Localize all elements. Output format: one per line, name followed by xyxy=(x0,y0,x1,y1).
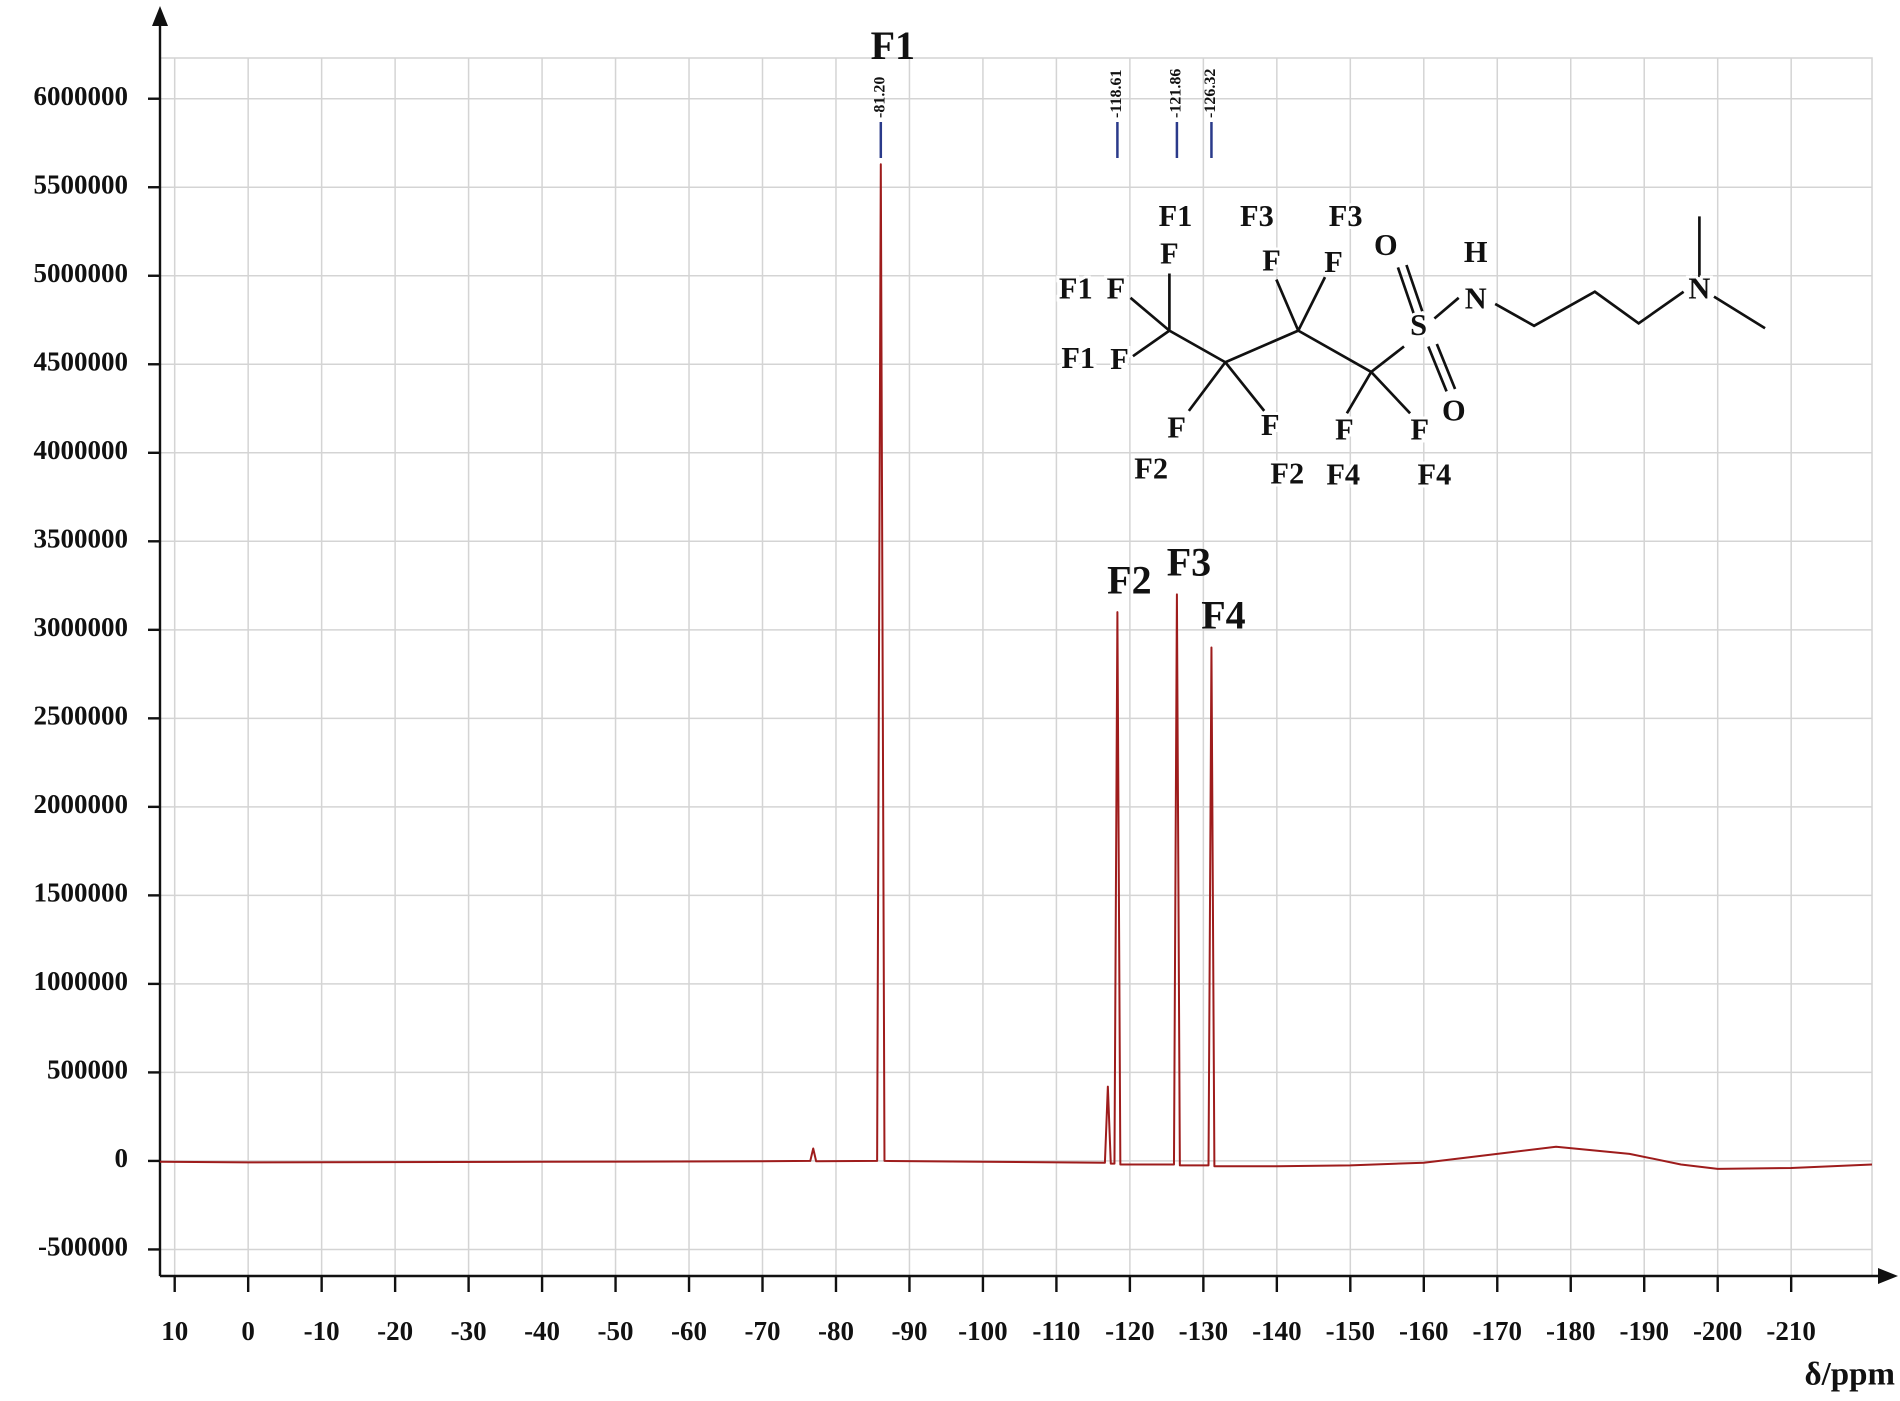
peak-shift-label: -126.32 xyxy=(1202,69,1219,118)
x-tick-label: -70 xyxy=(745,1316,781,1346)
x-tick-label: -160 xyxy=(1399,1316,1449,1346)
bonds xyxy=(1129,216,1766,415)
x-tick-label: -110 xyxy=(1032,1316,1080,1346)
atom-label: F2 xyxy=(1134,452,1168,486)
x-tick-label: 0 xyxy=(241,1316,255,1346)
y-tick-label: 6000000 xyxy=(34,81,129,111)
x-tick-label: -120 xyxy=(1105,1316,1155,1346)
peak-shift-label: -121.86 xyxy=(1168,69,1185,118)
y-tick-label: 4500000 xyxy=(34,346,129,376)
peak-annotation: F4 xyxy=(1201,593,1245,638)
x-tick-label: -80 xyxy=(818,1316,854,1346)
x-tick-label: -40 xyxy=(524,1316,560,1346)
atom-label: F1 xyxy=(1061,341,1095,375)
x-tick-label: -100 xyxy=(958,1316,1008,1346)
atom-label: F xyxy=(1110,342,1129,376)
x-tick-label: -210 xyxy=(1766,1316,1816,1346)
plot-area: -500000 0 500000 1000000 1500000 2000000 25000… xyxy=(34,6,1898,1393)
x-tick-label: -170 xyxy=(1473,1316,1523,1346)
peak-shift-label: -81.20 xyxy=(871,77,888,118)
atom-label: F3 xyxy=(1240,199,1274,233)
atom-label: O xyxy=(1442,393,1466,427)
y-tick-label: 1500000 xyxy=(34,878,129,908)
atom-label: F xyxy=(1335,413,1354,447)
x-tick-label: -90 xyxy=(891,1316,927,1346)
x-tick-label: -180 xyxy=(1546,1316,1596,1346)
y-tick-label: -500000 xyxy=(38,1232,128,1262)
atom-label: F xyxy=(1262,244,1281,278)
atom-label: S xyxy=(1410,308,1427,342)
atom-label: F4 xyxy=(1418,458,1452,492)
atom-label: F xyxy=(1167,410,1186,444)
x-tick-label: -50 xyxy=(598,1316,634,1346)
x-tick-label: -150 xyxy=(1326,1316,1376,1346)
y-tick-label: 500000 xyxy=(47,1055,128,1085)
x-tick-label: 10 xyxy=(161,1316,188,1346)
peak-annotation: F2 xyxy=(1107,557,1151,602)
spectrum-line xyxy=(159,163,1873,1170)
x-axis-arrow xyxy=(1878,1268,1898,1284)
atom-label: N xyxy=(1688,272,1710,306)
y-tick-label: 5500000 xyxy=(34,169,129,199)
y-tick-label: 3000000 xyxy=(34,612,129,642)
y-tick-label: 0 xyxy=(115,1143,129,1173)
atom-label: F2 xyxy=(1270,456,1304,490)
x-tick-label: -190 xyxy=(1619,1316,1669,1346)
atom-label: F xyxy=(1261,408,1280,442)
y-tick-label: 2500000 xyxy=(34,701,129,731)
atom-label: F4 xyxy=(1326,458,1360,492)
plot-frame xyxy=(159,57,1873,1277)
atom-label: F xyxy=(1324,245,1343,279)
atom-label: H xyxy=(1464,235,1488,269)
y-axis-arrow xyxy=(152,6,168,26)
grid xyxy=(159,57,1873,1277)
y-tick-label: 2000000 xyxy=(34,789,129,819)
y-tick-label: 5000000 xyxy=(34,258,129,288)
x-tick-label: -140 xyxy=(1252,1316,1302,1346)
atom-label: F3 xyxy=(1329,199,1363,233)
peak-annotation: F3 xyxy=(1167,540,1211,585)
x-tick-label: -130 xyxy=(1179,1316,1229,1346)
x-tick-label: -200 xyxy=(1693,1316,1743,1346)
peak-shift-label: -118.61 xyxy=(1108,70,1125,118)
x-tick-label: -30 xyxy=(451,1316,487,1346)
y-tick-label: 1000000 xyxy=(34,966,129,996)
x-tick-label: -10 xyxy=(304,1316,340,1346)
atom-label: F1 xyxy=(1159,199,1193,233)
x-tick-label: -60 xyxy=(671,1316,707,1346)
atom-label: N xyxy=(1465,281,1487,315)
x-tick-label: -20 xyxy=(377,1316,413,1346)
atom-label: F1 xyxy=(1059,272,1093,306)
y-tick-label: 4000000 xyxy=(34,435,129,465)
atom-label: F xyxy=(1411,413,1430,447)
atom-label: O xyxy=(1374,228,1398,262)
peak-annotation: F1 xyxy=(871,23,915,68)
x-axis-label: δ/ppm xyxy=(1805,1357,1896,1393)
atom-label: F xyxy=(1160,236,1179,270)
y-tick-label: 3500000 xyxy=(34,524,129,554)
atom-label: F xyxy=(1107,272,1126,306)
